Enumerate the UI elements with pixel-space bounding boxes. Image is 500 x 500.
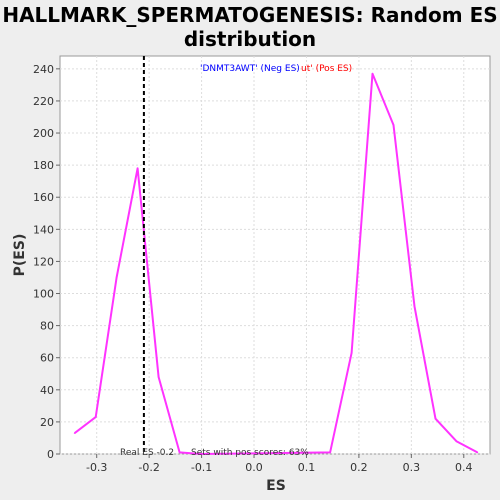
x-tick-label: -0.1 — [191, 461, 212, 474]
y-tick-label: 40 — [40, 384, 54, 397]
data-point — [73, 432, 76, 434]
data-point — [157, 376, 160, 378]
y-tick-label: 20 — [40, 416, 54, 429]
data-point — [413, 305, 416, 308]
data-point — [371, 72, 374, 75]
y-tick-label: 100 — [33, 288, 54, 301]
axes: -0.3 -0.2 -0.1 0.0 0.1 0.2 0.3 0.4 0 20 40 60 80 100 1… — [33, 63, 473, 474]
x-tick-label: -0.3 — [86, 461, 107, 474]
data-point — [94, 416, 97, 418]
y-tick-label: 0 — [47, 448, 54, 461]
data-point — [178, 451, 181, 454]
data-point — [329, 451, 331, 454]
data-point — [455, 440, 458, 442]
y-tick-label: 220 — [33, 95, 54, 108]
x-tick-label: 0.0 — [245, 461, 263, 474]
y-tick-label: 240 — [33, 63, 54, 76]
annotation-pos-scores: Sets with pos scores: 63% — [191, 448, 309, 458]
x-axis-label: ES — [266, 478, 286, 494]
data-point — [350, 352, 353, 354]
data-point — [434, 417, 437, 420]
data-point — [115, 276, 118, 279]
data-point — [136, 167, 139, 170]
x-tick-label: 0.4 — [455, 461, 473, 474]
series-layer — [73, 72, 479, 455]
y-tick-label: 60 — [40, 352, 54, 365]
x-tick-label: 0.1 — [298, 461, 316, 474]
y-tick-label: 160 — [33, 191, 54, 204]
y-tick-label: 120 — [33, 255, 54, 268]
chart-title-line2: distribution — [184, 27, 316, 51]
data-point — [199, 453, 202, 455]
y-tick-label: 180 — [33, 159, 54, 172]
y-axis-label: P(ES) — [12, 234, 28, 277]
x-tick-label: -0.2 — [138, 461, 159, 474]
legend-neg-label: 'DNMT3AWT' (Neg ES) — [200, 64, 300, 74]
annotation-real-es: Real ES -0.2 — [120, 448, 174, 458]
chart-title-line1: HALLMARK_SPERMATOGENESIS: Random ES — [2, 3, 497, 27]
y-tick-label: 200 — [33, 127, 54, 140]
x-tick-label: 0.2 — [350, 461, 368, 474]
data-point — [476, 451, 479, 454]
y-tick-label: 80 — [40, 320, 54, 333]
x-tick-label: 0.3 — [403, 461, 421, 474]
legend-pos-label: ut' (Pos ES) — [301, 64, 352, 74]
y-tick-label: 140 — [33, 223, 54, 236]
plot-area — [59, 55, 491, 455]
data-point — [392, 124, 395, 126]
